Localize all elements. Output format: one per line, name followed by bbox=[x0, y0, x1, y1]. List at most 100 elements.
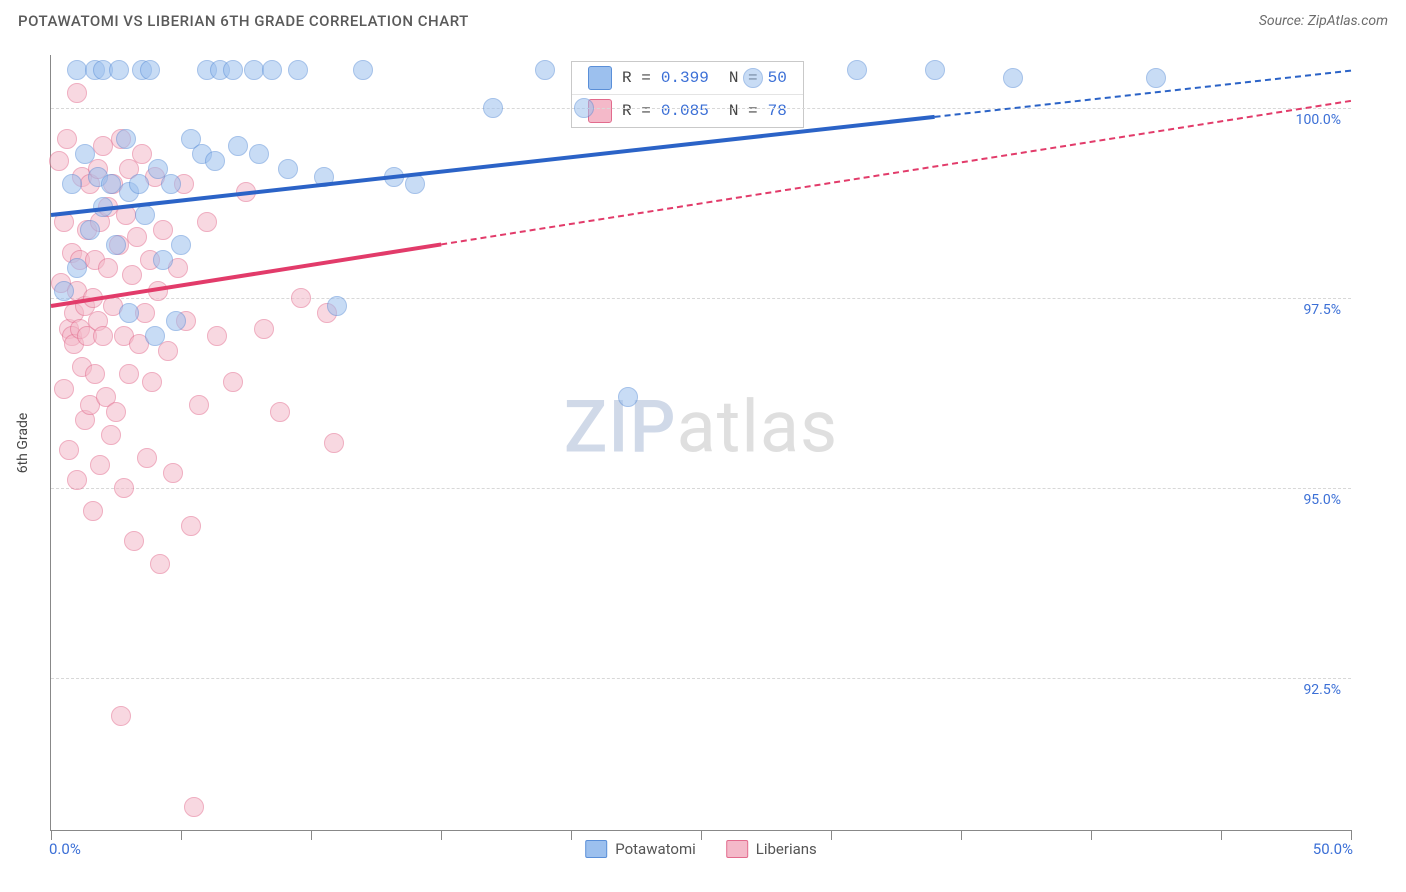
x-tick bbox=[441, 830, 442, 840]
data-point bbox=[197, 212, 217, 232]
legend-r-value: 0.085 bbox=[661, 102, 709, 120]
gridline bbox=[51, 488, 1351, 489]
watermark-atlas: atlas bbox=[677, 385, 839, 470]
data-point bbox=[54, 281, 74, 301]
data-point bbox=[161, 174, 181, 194]
data-point bbox=[171, 235, 191, 255]
x-tick bbox=[831, 830, 832, 840]
legend-n-label: N = bbox=[729, 102, 758, 120]
x-tick bbox=[181, 830, 182, 840]
data-point bbox=[124, 531, 144, 551]
data-point bbox=[142, 372, 162, 392]
data-point bbox=[743, 68, 763, 88]
data-point bbox=[184, 797, 204, 817]
x-axis-min-label: 0.0% bbox=[49, 840, 81, 858]
data-point bbox=[1146, 68, 1166, 88]
data-point bbox=[62, 174, 82, 194]
stats-legend: R =0.399N =50R =0.085N =78 bbox=[571, 61, 804, 128]
legend-swatch bbox=[588, 66, 612, 90]
data-point bbox=[254, 319, 274, 339]
data-point bbox=[119, 364, 139, 384]
y-axis-title: 6th Grade bbox=[15, 412, 31, 473]
watermark: ZIPatlas bbox=[564, 385, 838, 470]
data-point bbox=[54, 379, 74, 399]
data-point bbox=[288, 60, 308, 80]
data-point bbox=[223, 372, 243, 392]
gridline bbox=[51, 298, 1351, 299]
x-tick bbox=[51, 830, 52, 840]
x-tick bbox=[311, 830, 312, 840]
data-point bbox=[166, 311, 186, 331]
data-point bbox=[116, 129, 136, 149]
legend-label: Potawatomi bbox=[615, 840, 696, 858]
data-point bbox=[114, 478, 134, 498]
data-point bbox=[127, 227, 147, 247]
data-point bbox=[1003, 68, 1023, 88]
data-point bbox=[90, 455, 110, 475]
legend-r-value: 0.399 bbox=[661, 69, 709, 87]
data-point bbox=[122, 265, 142, 285]
header-bar: POTAWATOMI VS LIBERIAN 6TH GRADE CORRELA… bbox=[0, 0, 1406, 36]
data-point bbox=[140, 60, 160, 80]
trend-line bbox=[51, 101, 1351, 306]
scatter-chart: 6th Grade ZIPatlas R =0.399N =50R =0.085… bbox=[50, 55, 1351, 831]
x-tick bbox=[1351, 830, 1352, 840]
data-point bbox=[535, 60, 555, 80]
legend-label: Liberians bbox=[756, 840, 817, 858]
data-point bbox=[925, 60, 945, 80]
data-point bbox=[262, 60, 282, 80]
legend-r-label: R = bbox=[622, 69, 651, 87]
source-label: Source: ZipAtlas.com bbox=[1259, 13, 1388, 29]
data-point bbox=[129, 174, 149, 194]
data-point bbox=[106, 402, 126, 422]
data-point bbox=[278, 159, 298, 179]
legend-swatch bbox=[726, 840, 748, 858]
x-tick bbox=[701, 830, 702, 840]
data-point bbox=[163, 463, 183, 483]
data-point bbox=[324, 433, 344, 453]
data-point bbox=[85, 364, 105, 384]
data-point bbox=[353, 60, 373, 80]
data-point bbox=[158, 341, 178, 361]
x-tick bbox=[961, 830, 962, 840]
series-legend: Potawatomi Liberians bbox=[585, 840, 817, 858]
data-point bbox=[83, 501, 103, 521]
data-point bbox=[119, 303, 139, 323]
data-point bbox=[67, 258, 87, 278]
data-point bbox=[132, 144, 152, 164]
data-point bbox=[101, 425, 121, 445]
data-point bbox=[57, 129, 77, 149]
data-point bbox=[189, 395, 209, 415]
data-point bbox=[67, 470, 87, 490]
data-point bbox=[150, 554, 170, 574]
legend-n-value: 78 bbox=[768, 102, 787, 120]
data-point bbox=[574, 98, 594, 118]
y-tick-label: 100.0% bbox=[1294, 112, 1343, 128]
data-point bbox=[223, 60, 243, 80]
stats-legend-row: R =0.399N =50 bbox=[572, 62, 803, 94]
data-point bbox=[153, 250, 173, 270]
data-point bbox=[67, 60, 87, 80]
legend-swatch bbox=[585, 840, 607, 858]
data-point bbox=[207, 326, 227, 346]
data-point bbox=[291, 288, 311, 308]
data-point bbox=[106, 235, 126, 255]
data-point bbox=[135, 205, 155, 225]
data-point bbox=[93, 136, 113, 156]
data-point bbox=[137, 448, 157, 468]
legend-item: Liberians bbox=[726, 840, 817, 858]
data-point bbox=[483, 98, 503, 118]
data-point bbox=[153, 220, 173, 240]
data-point bbox=[67, 83, 87, 103]
x-axis-max-label: 50.0% bbox=[1313, 840, 1353, 858]
y-tick-label: 97.5% bbox=[1301, 302, 1343, 318]
data-point bbox=[618, 387, 638, 407]
data-point bbox=[205, 151, 225, 171]
x-tick bbox=[571, 830, 572, 840]
x-tick bbox=[1221, 830, 1222, 840]
x-tick bbox=[1091, 830, 1092, 840]
data-point bbox=[93, 326, 113, 346]
data-point bbox=[49, 151, 69, 171]
data-point bbox=[228, 136, 248, 156]
y-tick-label: 92.5% bbox=[1301, 682, 1343, 698]
